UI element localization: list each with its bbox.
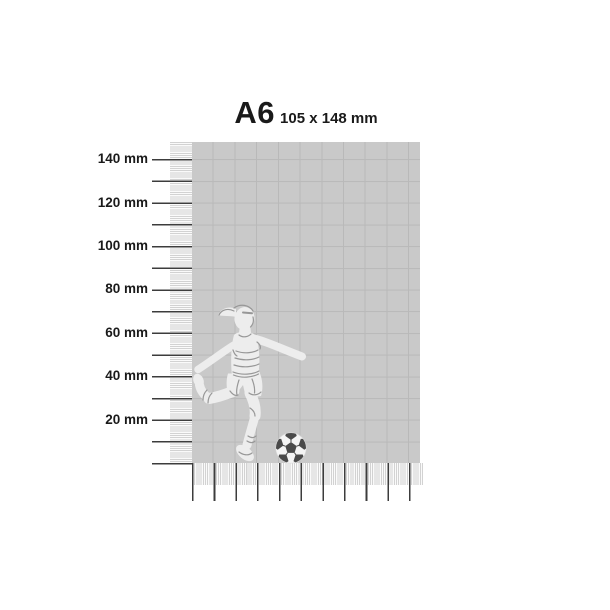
soccer-player-figure [193, 304, 307, 464]
ruler-label-80mm: 80 mm [105, 281, 148, 296]
ruler-label-40mm: 40 mm [105, 368, 148, 383]
ruler-label-100mm: 100 mm [97, 238, 148, 253]
format-dimensions: 105 x 148 mm [280, 110, 378, 127]
paper-sheet-grid [192, 142, 420, 463]
page-title: A6 105 x 148 mm [146, 97, 466, 128]
vertical-ruler-ticks [152, 158, 192, 466]
ruler-label-140mm: 140 mm [97, 151, 148, 166]
format-name: A6 [234, 95, 276, 130]
ruler-label-120mm: 120 mm [97, 195, 148, 210]
soccer-player-silhouette-icon [193, 307, 306, 462]
ruler-label-60mm: 60 mm [105, 325, 148, 340]
soccer-ball-icon [275, 432, 307, 464]
horizontal-ruler-ticks [191, 463, 411, 501]
ruler-label-20mm: 20 mm [105, 412, 148, 427]
player-detail-lines [202, 304, 262, 456]
